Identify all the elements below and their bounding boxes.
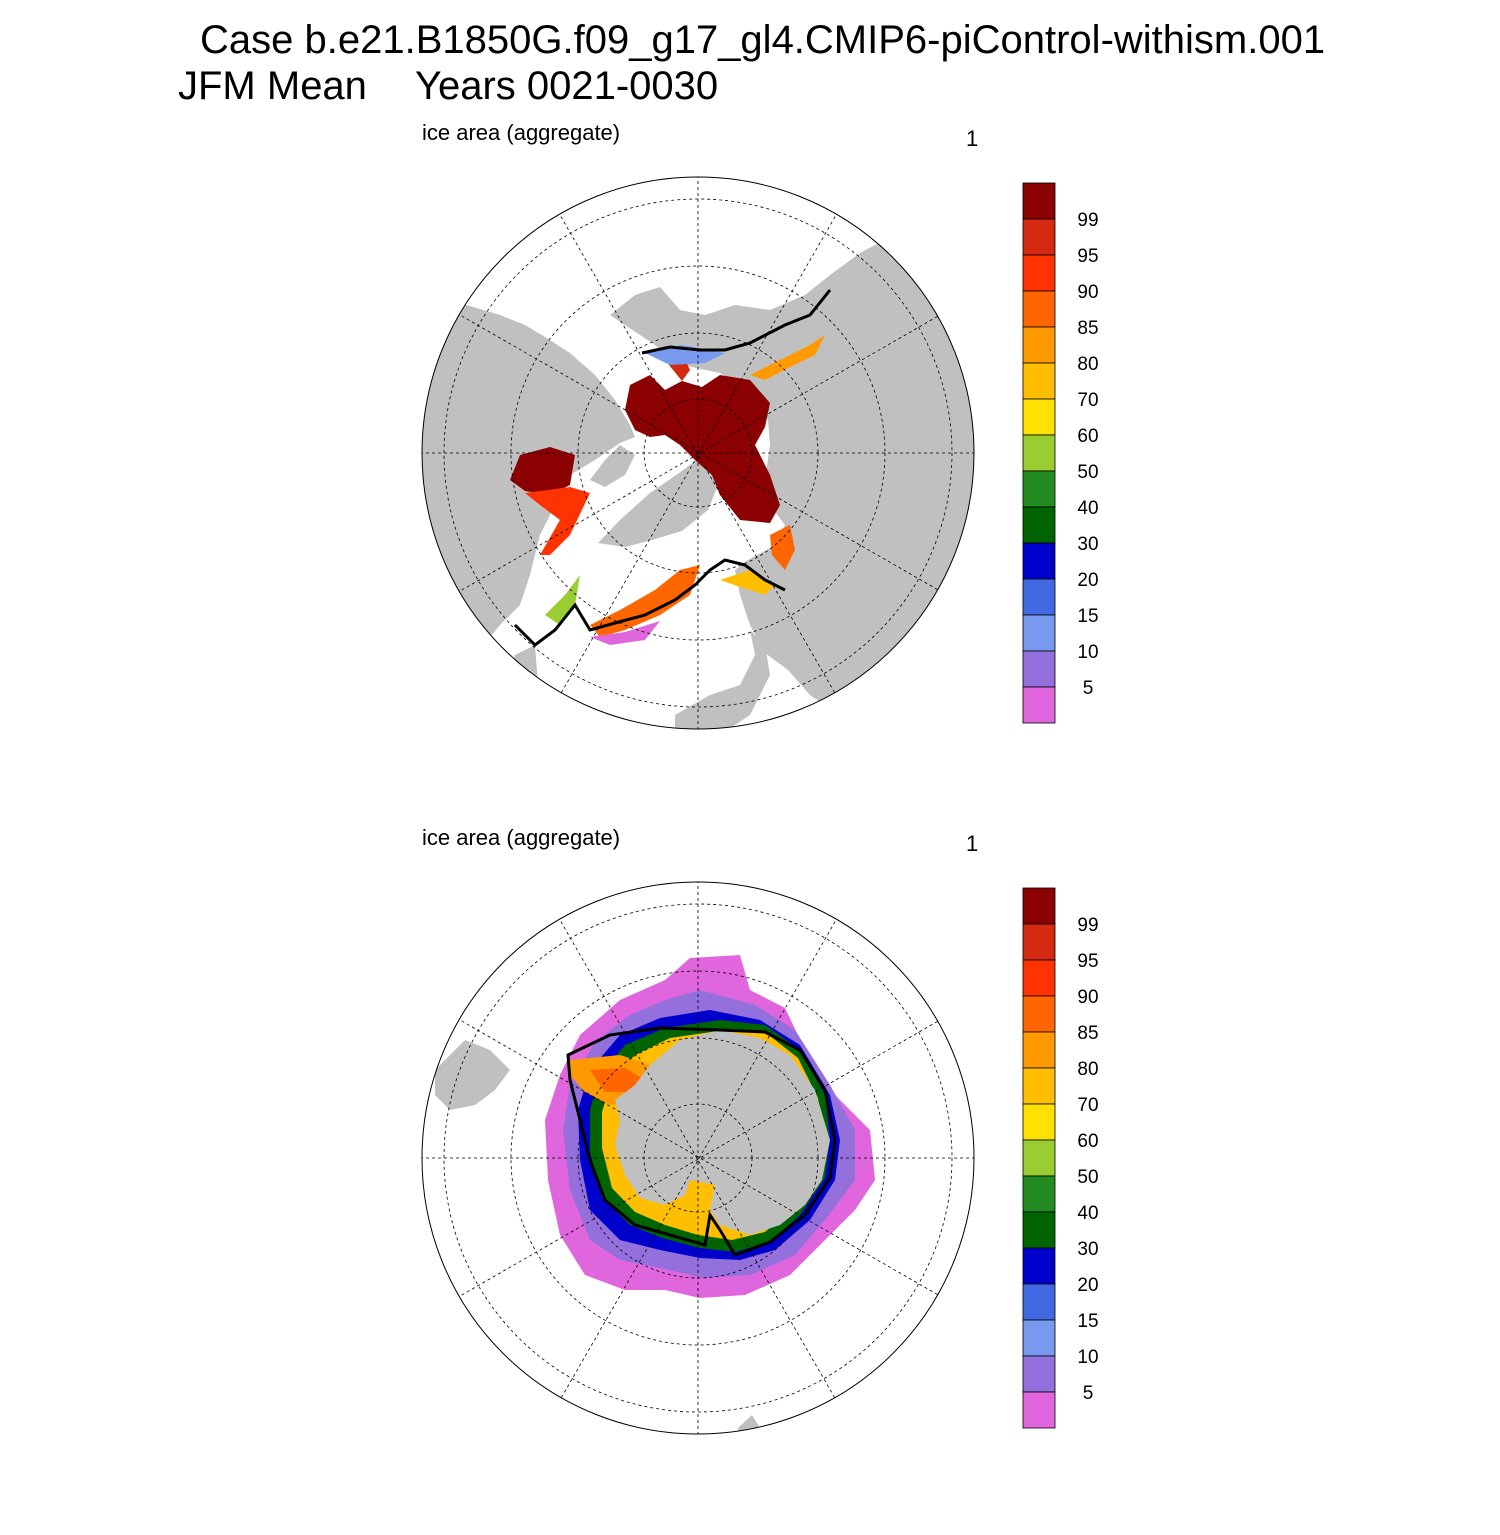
colorbar-swatch (1022, 1067, 1056, 1105)
colorbar-level-label: 15 (1077, 1311, 1098, 1332)
north-sea-ice (510, 335, 825, 645)
colorbar-level-label: 80 (1077, 354, 1098, 375)
north-variable-label: ice area (aggregate) (422, 120, 621, 145)
colorbar-level-label: 50 (1077, 1167, 1098, 1188)
colorbar-level-label: 30 (1077, 1239, 1098, 1260)
colorbar-swatch (1022, 1355, 1056, 1393)
colorbar-swatch (1022, 470, 1056, 508)
colorbar-swatch (1022, 542, 1056, 580)
colorbar-level-label: 95 (1077, 951, 1098, 972)
colorbar-swatch (1022, 434, 1056, 472)
colorbar-swatch (1022, 1319, 1056, 1357)
north-polar-map (421, 176, 975, 730)
colorbar-swatch (1022, 326, 1056, 364)
colorbar-level-label: 90 (1077, 282, 1098, 303)
colorbar-swatch (1022, 887, 1056, 925)
period-title: JFM Mean Years 0021-0030 (178, 64, 718, 109)
colorbar-swatch (1022, 1211, 1056, 1249)
colorbar-swatch (1022, 290, 1056, 328)
colorbar-swatch (1022, 1031, 1056, 1069)
colorbar-swatch (1022, 959, 1056, 997)
south-panel: ice area (aggregate) 1 (0, 815, 1500, 1535)
colorbar-level-label: 50 (1077, 462, 1098, 483)
years-label: Years 0021-0030 (414, 64, 719, 108)
colorbar-swatch (1022, 1175, 1056, 1213)
south-polar-map (421, 881, 975, 1435)
colorbar-swatch (1022, 254, 1056, 292)
colorbar-level-label: 10 (1077, 1347, 1098, 1368)
antarctica-land (615, 1030, 830, 1235)
colorbar-level-label: 90 (1077, 987, 1098, 1008)
south-america-land (435, 1040, 510, 1110)
colorbar-swatch (1022, 398, 1056, 436)
case-title: Case b.e21.B1850G.f09_g17_gl4.CMIP6-piCo… (200, 18, 1326, 62)
north-panel: ice area (aggregate) 1 (0, 110, 1500, 830)
colorbar-swatch (1022, 1283, 1056, 1321)
colorbar-level-label: 40 (1077, 498, 1098, 519)
colorbar-swatch (1022, 1103, 1056, 1141)
colorbar-level-label: 30 (1077, 534, 1098, 555)
colorbar-swatch (1022, 614, 1056, 652)
colorbar-swatch (1022, 686, 1056, 724)
colorbar-swatch (1022, 923, 1056, 961)
colorbar-swatch (1022, 182, 1056, 220)
colorbar-swatch (1022, 1139, 1056, 1177)
colorbar-swatch (1022, 362, 1056, 400)
colorbar-level-label: 95 (1077, 246, 1098, 267)
colorbar-swatch (1022, 506, 1056, 544)
colorbar-swatch (1022, 995, 1056, 1033)
south-graticule (422, 882, 974, 1434)
colorbar-level-label: 85 (1077, 1023, 1098, 1044)
south-map-border (421, 881, 975, 1435)
colorbar-swatch (1022, 578, 1056, 616)
north-level-label: 1 (966, 126, 979, 151)
north-map-border (421, 176, 975, 730)
colorbar-level-label: 40 (1077, 1203, 1098, 1224)
colorbar-level-label: 20 (1077, 1275, 1098, 1296)
north-graticule (422, 177, 974, 729)
colorbar-level-label: 20 (1077, 570, 1098, 591)
colorbar-swatch (1022, 1391, 1056, 1429)
colorbar-level-label: 60 (1077, 426, 1098, 447)
north-ice-edge (513, 289, 832, 647)
colorbar-level-label: 5 (1083, 1383, 1094, 1404)
colorbar-swatch (1022, 1247, 1056, 1285)
south-variable-label: ice area (aggregate) (422, 825, 621, 850)
colorbar-level-label: 15 (1077, 606, 1098, 627)
colorbar-level-label: 99 (1077, 915, 1098, 936)
colorbar-level-label: 70 (1077, 1095, 1098, 1116)
colorbar-level-label: 60 (1077, 1131, 1098, 1152)
colorbar-swatch (1022, 218, 1056, 256)
colorbar-level-label: 99 (1077, 210, 1098, 231)
colorbar-level-label: 5 (1083, 678, 1094, 699)
colorbar-level-label: 85 (1077, 318, 1098, 339)
south-level-label: 1 (966, 831, 979, 856)
colorbar-swatch (1022, 650, 1056, 688)
south-colorbar: 99 95 90 85 80 70 60 50 40 30 20 15 10 5 (1022, 887, 1099, 1429)
north-colorbar: 99 95 90 85 80 70 60 50 40 30 20 15 10 5 (1022, 182, 1099, 724)
colorbar-level-label: 70 (1077, 390, 1098, 411)
colorbar-level-label: 80 (1077, 1059, 1098, 1080)
south-ice-edge (566, 1026, 837, 1257)
season-label: JFM Mean (178, 64, 367, 108)
colorbar-level-label: 10 (1077, 642, 1098, 663)
